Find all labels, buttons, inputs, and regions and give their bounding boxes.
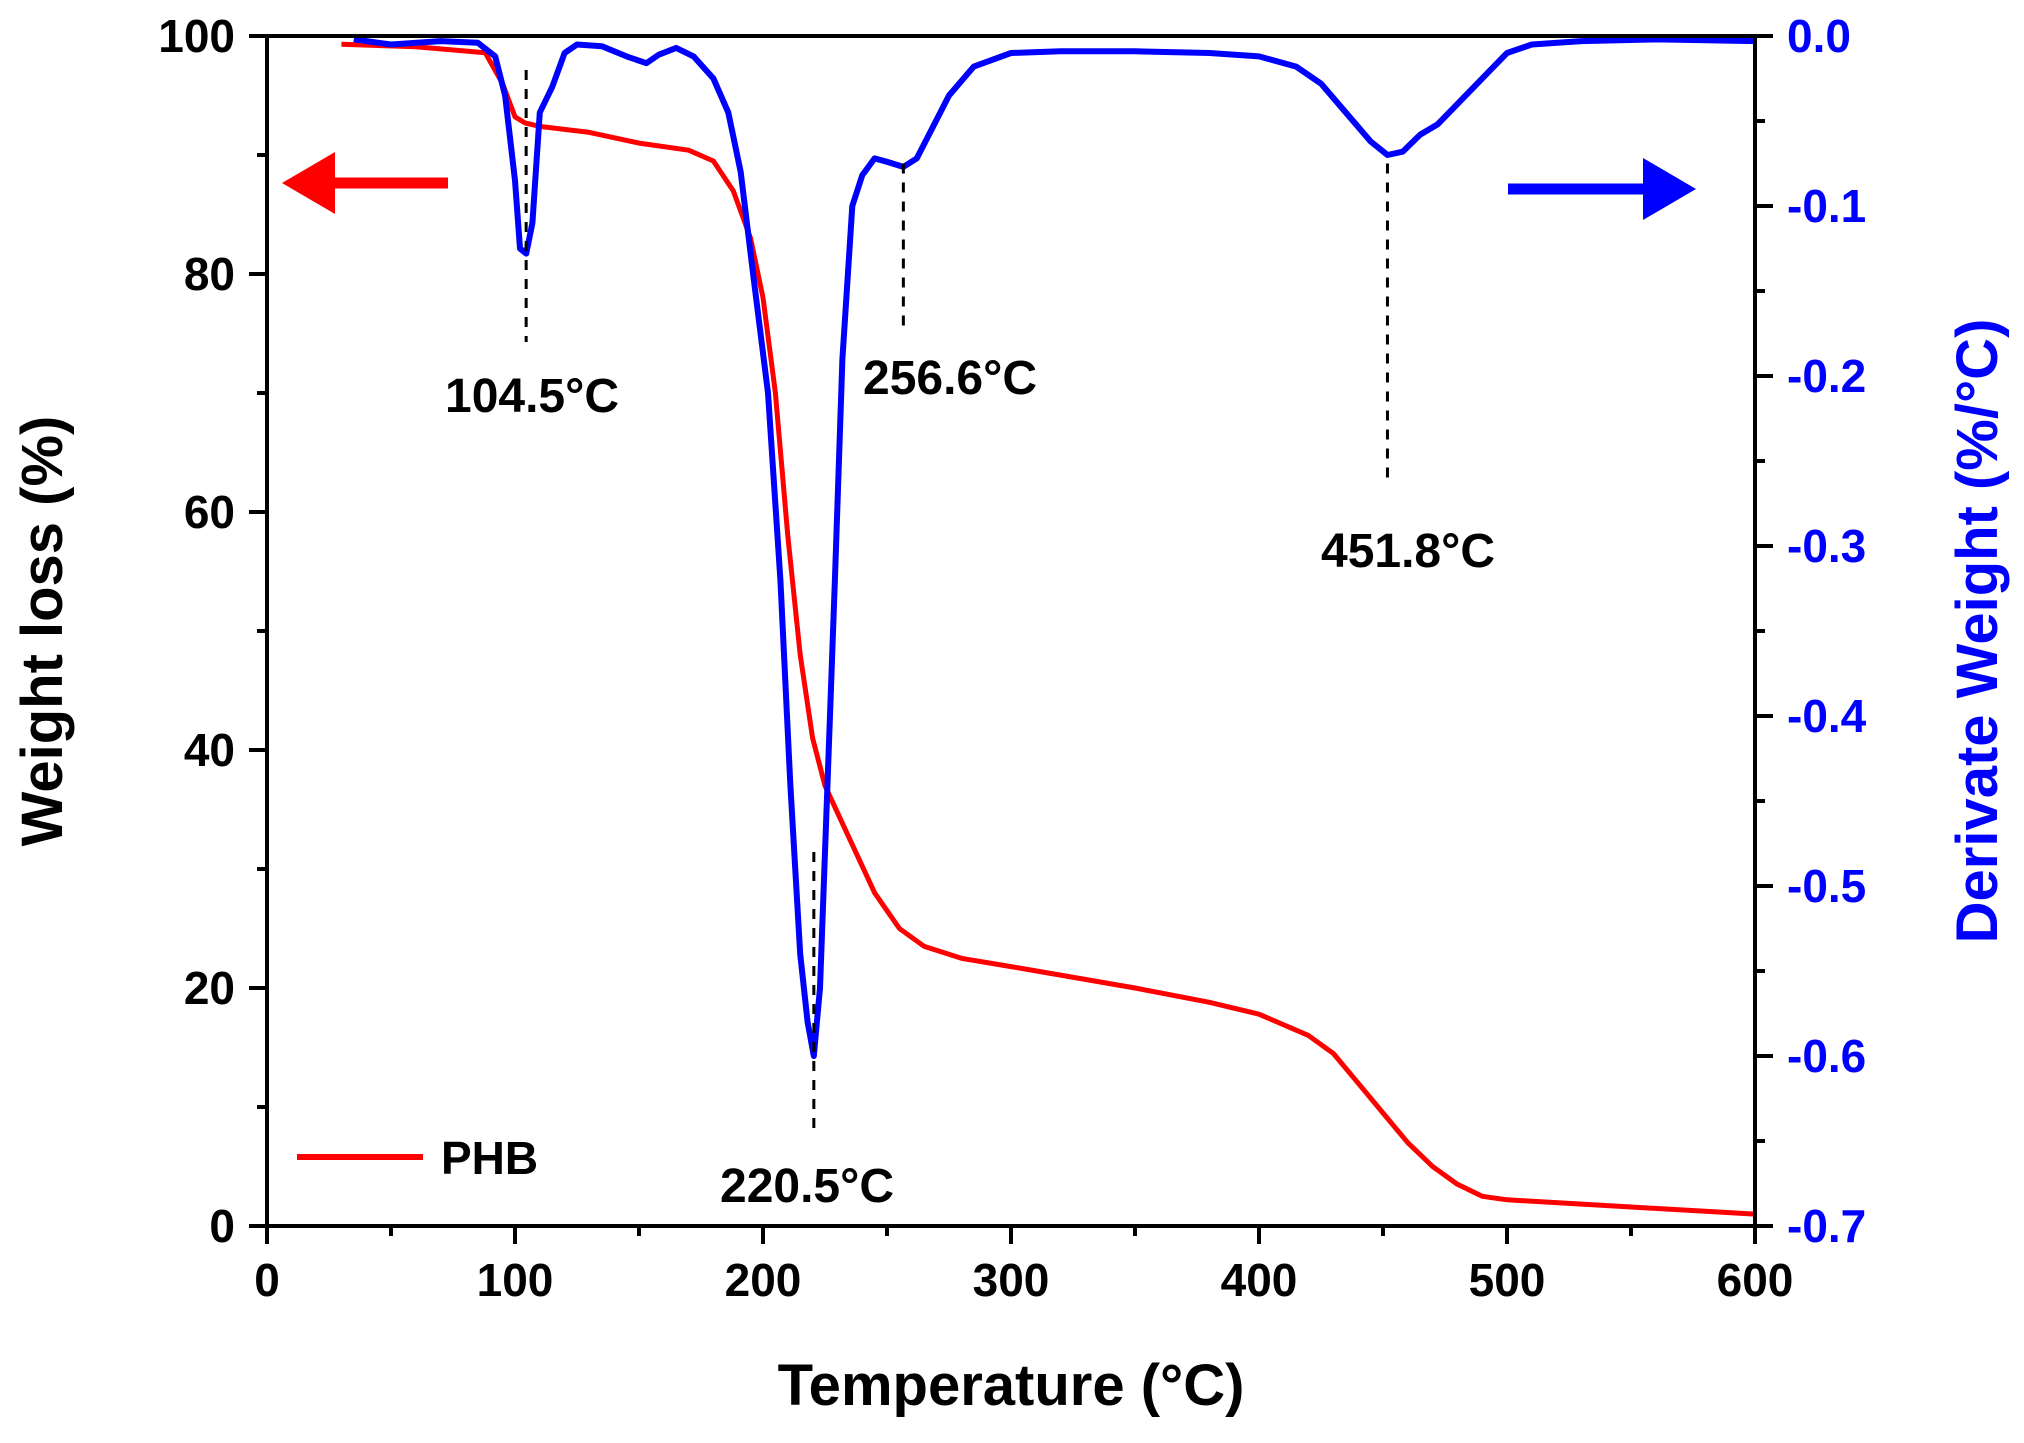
y-right-tick-label: -0.7	[1787, 1200, 1866, 1252]
y-right-axis-ticks: -0.7 -0.6 -0.5 -0.4 -0.3 -0.2 -0.1 0.0	[1755, 10, 1867, 1252]
y-right-tick-label: -0.1	[1787, 180, 1866, 232]
y-left-axis-ticks: 0 20 40 60 80 100	[158, 10, 267, 1252]
peak-marker-lines	[524, 70, 1389, 1133]
derivative-weight-curve	[353, 36, 1756, 1059]
x-tick-label: 0	[254, 1254, 280, 1306]
peak-label-104: 104.5°C	[445, 370, 619, 423]
plot-frame	[265, 34, 1757, 1228]
peak-label-256: 256.6°C	[863, 352, 1037, 405]
y-left-tick-label: 40	[184, 724, 235, 776]
peak-label-451: 451.8°C	[1321, 525, 1495, 578]
x-tick-label: 200	[725, 1254, 802, 1306]
y-right-tick-label: -0.3	[1787, 520, 1866, 572]
y-left-tick-label: 20	[184, 962, 235, 1014]
y-left-axis-title: Weight loss (%)	[10, 416, 75, 847]
legend-label-phb: PHB	[441, 1132, 538, 1184]
y-right-tick-label: -0.5	[1787, 860, 1866, 912]
legend: PHB	[297, 1132, 538, 1184]
x-tick-label: 600	[1717, 1254, 1794, 1306]
x-tick-label: 400	[1221, 1254, 1298, 1306]
y-left-tick-label: 80	[184, 248, 235, 300]
y-right-tick-label: 0.0	[1787, 10, 1851, 62]
y-left-tick-label: 100	[158, 10, 235, 62]
x-tick-label: 500	[1469, 1254, 1546, 1306]
y-right-axis-title: Derivate Weight (%/°C)	[1945, 319, 2010, 944]
y-left-tick-label: 60	[184, 486, 235, 538]
x-axis-ticks: 0 100 200 300 400 500 600	[254, 1226, 1793, 1306]
y-left-tick-label: 0	[209, 1200, 235, 1252]
left-axis-arrow-icon	[282, 152, 448, 214]
y-right-tick-label: -0.2	[1787, 350, 1866, 402]
y-right-tick-label: -0.6	[1787, 1030, 1866, 1082]
x-axis-title: Temperature (°C)	[778, 1353, 1245, 1418]
y-right-tick-label: -0.4	[1787, 690, 1867, 742]
peak-label-220: 220.5°C	[720, 1160, 894, 1213]
weight-loss-curve	[341, 41, 1756, 1217]
x-tick-label: 300	[973, 1254, 1050, 1306]
x-tick-label: 100	[477, 1254, 554, 1306]
right-axis-arrow-icon	[1508, 158, 1696, 220]
